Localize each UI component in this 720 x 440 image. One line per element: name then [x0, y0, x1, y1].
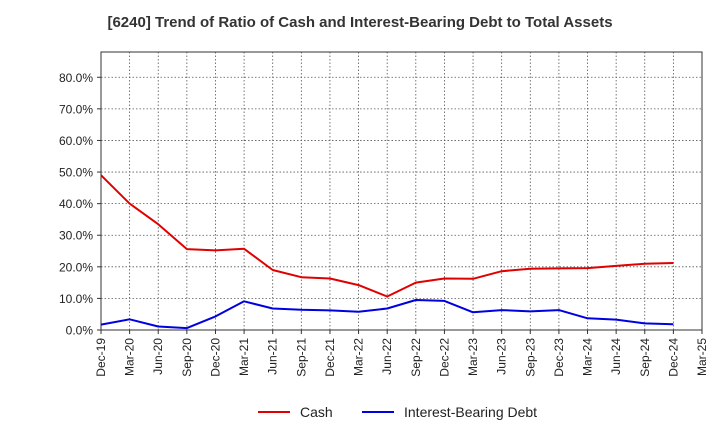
x-tick-label: Mar-25	[695, 338, 709, 376]
x-tick-label: Mar-22	[352, 338, 366, 376]
x-tick-label: Dec-22	[437, 338, 451, 377]
legend-label-debt: Interest-Bearing Debt	[404, 404, 538, 420]
series-line-interest-bearing-debt	[100, 299, 674, 330]
y-tick-label: 60.0%	[59, 134, 93, 148]
x-tick-label: Jun-21	[266, 338, 280, 375]
x-tick-label: Sep-22	[409, 338, 423, 377]
y-tick-label: 50.0%	[59, 166, 93, 180]
x-tick-label: Dec-21	[323, 338, 337, 377]
y-tick-label: 0.0%	[66, 324, 94, 338]
x-tick-label: Dec-23	[552, 338, 566, 377]
x-tick-label: Mar-24	[581, 338, 595, 376]
y-tick-label: 80.0%	[59, 71, 93, 85]
x-tick-label: Jun-20	[151, 338, 165, 375]
y-tick-label: 20.0%	[59, 260, 93, 274]
chart-title: [6240] Trend of Ratio of Cash and Intere…	[107, 14, 613, 31]
x-tick-label: Dec-19	[94, 338, 108, 377]
legend-item-cash: Cash	[258, 404, 333, 420]
y-tick-label: 10.0%	[59, 292, 93, 306]
x-tick-label: Mar-20	[123, 338, 137, 376]
x-tick-label: Sep-20	[180, 338, 194, 377]
x-tick-label: Sep-23	[523, 338, 537, 377]
series-line-cash	[100, 174, 674, 298]
legend-item-debt: Interest-Bearing Debt	[362, 404, 537, 420]
y-tick-label: 40.0%	[59, 197, 93, 211]
legend-swatch-debt	[362, 411, 394, 413]
x-tick-label: Sep-24	[638, 338, 652, 377]
x-tick-label: Dec-24	[666, 338, 680, 377]
y-tick-label: 30.0%	[59, 229, 93, 243]
legend-label-cash: Cash	[300, 404, 333, 420]
x-tick-label: Jun-24	[609, 338, 623, 375]
x-tick-label: Dec-20	[208, 338, 222, 377]
plot-frame	[100, 51, 703, 331]
chart-legend: Cash Interest-Bearing Debt	[0, 404, 720, 424]
x-tick-label: Mar-21	[237, 338, 251, 376]
x-tick-label: Jun-22	[380, 338, 394, 375]
legend-swatch-cash	[258, 411, 290, 413]
x-tick-label: Jun-23	[495, 338, 509, 375]
x-tick-label: Sep-21	[294, 338, 308, 377]
x-tick-label: Mar-23	[466, 338, 480, 376]
y-tick-label: 70.0%	[59, 102, 93, 116]
